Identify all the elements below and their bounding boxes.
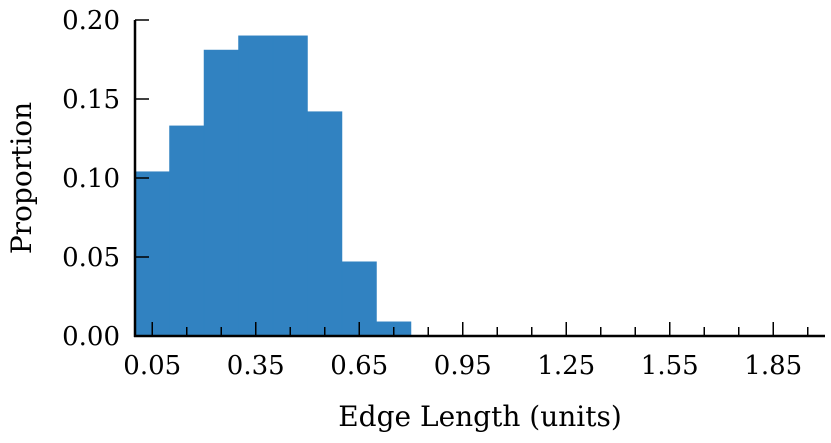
y-tick-label: 0.00 bbox=[62, 322, 120, 352]
histogram-bar bbox=[203, 49, 239, 337]
histogram-bar bbox=[134, 171, 170, 337]
x-tick-label: 1.85 bbox=[744, 351, 802, 381]
x-ticks-group: 0.05 0.35 0.65 0.95 1.25 1.55 1.85 bbox=[123, 322, 809, 381]
x-tick-label: 1.25 bbox=[537, 351, 595, 381]
histogram-bar bbox=[169, 125, 205, 337]
x-tick-label: 0.65 bbox=[330, 351, 388, 381]
y-tick-label: 0.10 bbox=[62, 164, 120, 194]
y-axis-label: Proportion bbox=[5, 102, 38, 254]
x-tick-label: 0.35 bbox=[227, 351, 285, 381]
histogram-bar bbox=[238, 35, 274, 337]
histogram-bar bbox=[272, 35, 308, 337]
x-axis-label: Edge Length (units) bbox=[338, 400, 622, 433]
y-ticks-group: 0.00 0.05 0.10 0.15 0.20 bbox=[62, 6, 149, 352]
y-tick-label: 0.05 bbox=[62, 243, 120, 273]
y-tick-label: 0.15 bbox=[62, 85, 120, 115]
bars-group bbox=[134, 35, 412, 337]
x-tick-label: 0.95 bbox=[434, 351, 492, 381]
histogram-bar bbox=[307, 111, 343, 337]
y-tick-label: 0.20 bbox=[62, 6, 120, 36]
x-tick-label: 0.05 bbox=[123, 351, 181, 381]
x-tick-label: 1.55 bbox=[641, 351, 699, 381]
